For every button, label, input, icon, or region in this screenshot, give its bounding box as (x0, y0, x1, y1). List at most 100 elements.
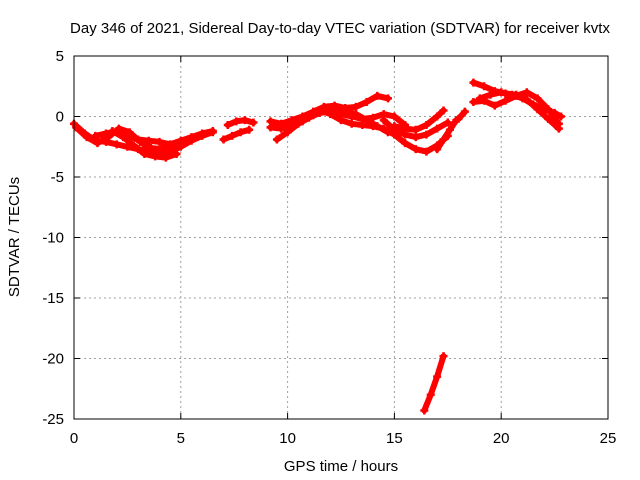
data-point (460, 107, 469, 116)
y-tick-label: 0 (56, 109, 64, 126)
data-point (151, 152, 160, 161)
data-point (91, 131, 100, 140)
data-point (550, 108, 559, 117)
data-point (439, 352, 448, 361)
series-track-d (91, 127, 217, 149)
data-point (102, 129, 111, 138)
data-point (341, 104, 350, 113)
data-point (480, 82, 489, 91)
data-point (529, 100, 538, 109)
y-tick-label: -20 (42, 351, 64, 368)
x-tick-label: 5 (177, 430, 185, 447)
series-track-n (454, 107, 469, 123)
data-point (443, 118, 452, 127)
data-point (157, 145, 166, 154)
data-point (187, 133, 196, 142)
data-point (383, 94, 392, 103)
series-track-m (433, 116, 461, 154)
series-track-e (219, 125, 254, 144)
data-point (533, 94, 542, 103)
data-point (283, 128, 292, 137)
data-point (266, 117, 275, 126)
data-point (379, 124, 388, 133)
data-point (208, 127, 217, 136)
data-point (72, 123, 81, 132)
data-point (373, 91, 382, 100)
data-point (411, 133, 420, 142)
data-point (390, 112, 399, 121)
data-point (82, 133, 91, 142)
data-point (401, 124, 410, 133)
data-point (287, 116, 296, 125)
data-point (232, 117, 241, 126)
data-point (439, 135, 448, 144)
data-point (369, 113, 378, 122)
axis-ticks: 0 5 10 15 20 25 5 0 -5 -10 -15 -20 -25 (42, 48, 616, 447)
y-tick-label: -5 (51, 169, 64, 186)
data-point (146, 143, 155, 152)
data-point (411, 145, 420, 154)
grid-lines (74, 56, 608, 419)
data-point (422, 120, 431, 129)
data-point (390, 122, 399, 131)
data-point (422, 147, 431, 156)
data-point (129, 141, 138, 150)
data-point (379, 116, 388, 125)
series-track-l (390, 106, 448, 134)
data-point (539, 105, 548, 114)
data-point (337, 116, 345, 125)
data-point (497, 88, 506, 97)
data-point (326, 110, 335, 119)
data-point (176, 136, 185, 145)
x-tick-label: 20 (493, 430, 510, 447)
data-point (223, 120, 232, 129)
data-point (347, 119, 356, 128)
data-point (522, 88, 531, 97)
data-point (112, 140, 121, 149)
data-point (557, 112, 566, 121)
y-tick-label: -25 (42, 411, 64, 428)
x-tick-label: 15 (386, 430, 403, 447)
data-point (433, 372, 442, 381)
data-point (161, 153, 170, 162)
data-point (330, 101, 339, 110)
y-tick-label: -10 (42, 230, 64, 247)
data-point (228, 131, 237, 140)
data-point (433, 112, 442, 121)
data-point (369, 122, 378, 131)
data-point (439, 106, 448, 115)
data-point (411, 125, 420, 134)
data-point (420, 406, 429, 415)
x-tick-label: 25 (600, 430, 617, 447)
data-point (240, 116, 249, 125)
series-line (224, 117, 257, 128)
data-point (358, 120, 367, 129)
data-point (134, 135, 143, 144)
y-tick-label: -15 (42, 290, 64, 307)
data-point (172, 150, 181, 159)
data-point (401, 139, 410, 148)
data-point (140, 150, 149, 159)
data-point (93, 139, 102, 148)
series-track-o (420, 352, 448, 415)
series-line (434, 117, 460, 153)
data-point (277, 119, 286, 128)
data-point (155, 137, 164, 146)
series-line (220, 126, 253, 143)
data-point (433, 124, 442, 133)
series-track-r (475, 88, 566, 121)
x-tick-label: 0 (70, 430, 78, 447)
data-point (112, 128, 121, 137)
data-point (486, 90, 495, 99)
data-point (422, 130, 431, 139)
data-point (245, 125, 254, 134)
data-point (433, 145, 442, 154)
data-point (490, 101, 499, 110)
series-line (421, 353, 447, 414)
data-point (351, 102, 360, 111)
data-point (469, 97, 478, 106)
data-point (123, 131, 132, 140)
data-point (315, 106, 324, 115)
data-point (469, 78, 478, 87)
